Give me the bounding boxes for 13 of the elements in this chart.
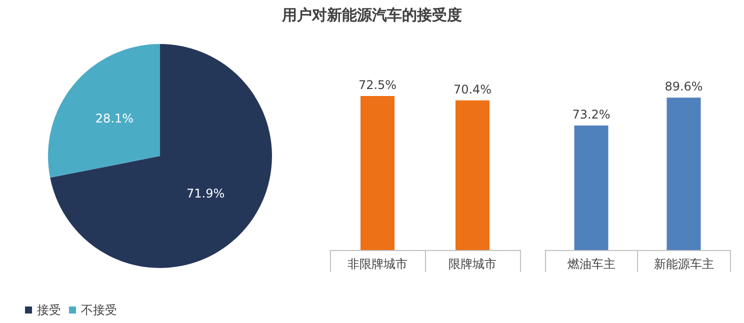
legend-label: 不接受 — [81, 303, 117, 317]
data-label: 73.2% — [572, 108, 610, 122]
data-label: 89.6% — [664, 80, 703, 94]
x-tick-label: 非限牌城市 — [348, 257, 408, 271]
data-label: 71.9% — [186, 186, 225, 200]
x-tick-label: 新能源车主 — [654, 257, 714, 271]
text: 用户对新能源汽车的接受度 — [280, 6, 463, 25]
data-label: 70.4% — [453, 82, 492, 96]
data-label: 72.5% — [358, 78, 397, 92]
x-tick-label: 燃油车主 — [567, 257, 616, 271]
legend-label: 接受 — [37, 303, 61, 317]
x-tick-label: 限牌城市 — [448, 257, 496, 271]
data-label: 28.1% — [95, 112, 134, 126]
